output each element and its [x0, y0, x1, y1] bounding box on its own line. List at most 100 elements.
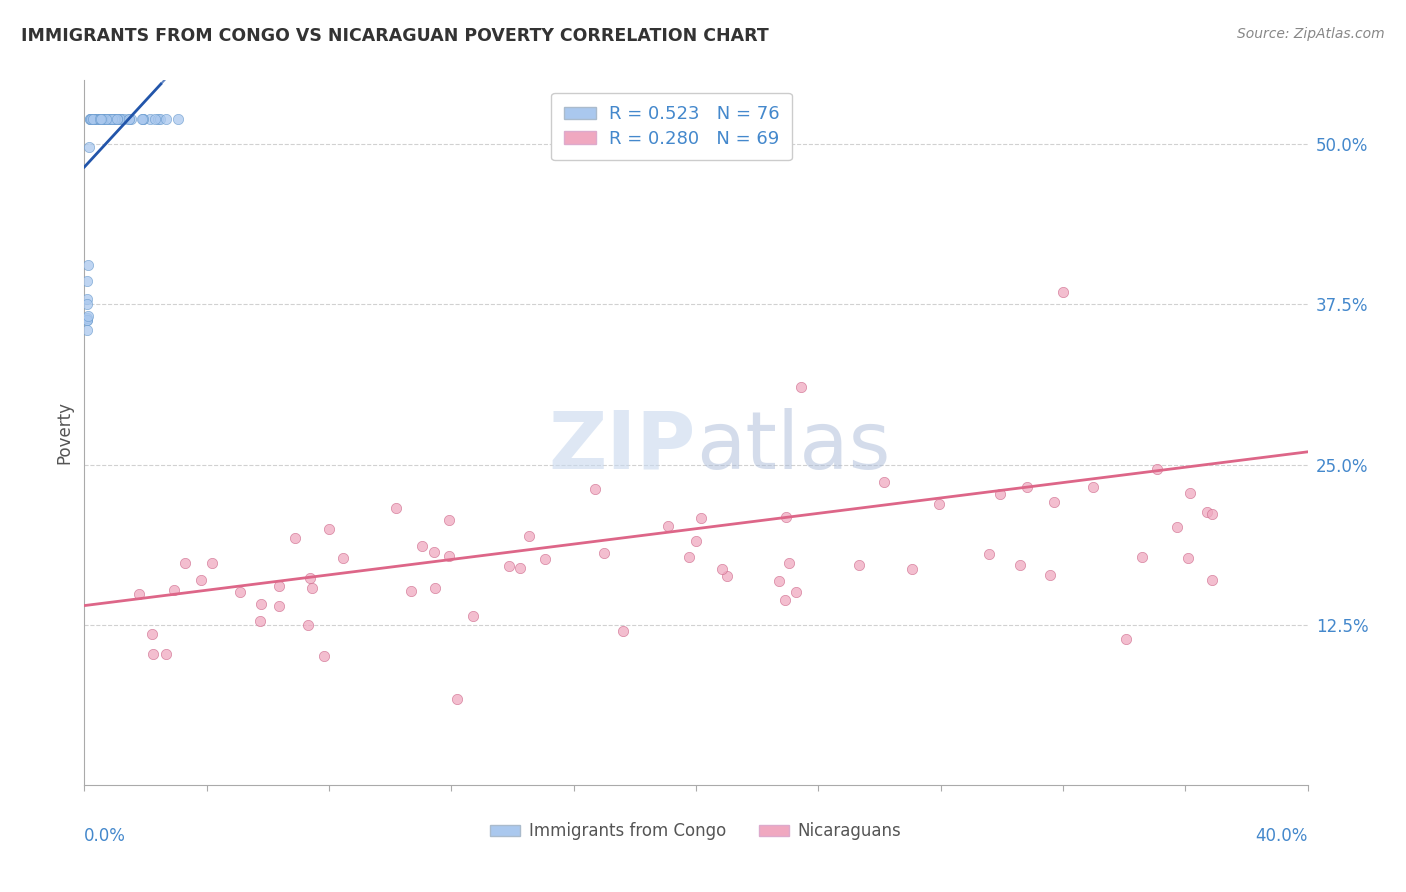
Point	[76, 309, 98, 323]
Point	[84, 112, 107, 126]
Point	[132, 112, 155, 126]
Point	[131, 112, 153, 126]
Point	[76, 313, 98, 327]
Point	[775, 593, 797, 607]
Point	[118, 112, 141, 126]
Point	[91, 112, 114, 126]
Point	[228, 585, 250, 599]
Point	[118, 112, 141, 126]
Point	[785, 585, 807, 599]
Point	[87, 112, 110, 126]
Point	[437, 513, 460, 527]
Point	[1177, 551, 1199, 566]
Text: Source: ZipAtlas.com: Source: ZipAtlas.com	[1237, 27, 1385, 41]
Point	[76, 258, 98, 272]
Point	[84, 112, 107, 126]
Point	[1146, 462, 1168, 476]
Point	[1008, 558, 1031, 572]
Text: atlas: atlas	[696, 408, 890, 486]
Point	[149, 112, 172, 126]
Point	[76, 323, 98, 337]
Point	[89, 112, 111, 126]
Point	[104, 112, 127, 126]
Point	[83, 112, 105, 126]
Point	[84, 112, 107, 126]
Point	[107, 112, 129, 126]
Point	[155, 112, 177, 126]
Point	[89, 112, 111, 126]
Point	[201, 556, 224, 570]
Text: 0.0%: 0.0%	[84, 827, 127, 846]
Point	[90, 112, 112, 126]
Point	[166, 112, 188, 126]
Point	[534, 552, 557, 566]
Point	[517, 529, 540, 543]
Point	[141, 626, 163, 640]
Point	[778, 556, 800, 570]
Point	[82, 112, 104, 126]
Point	[87, 112, 110, 126]
Point	[107, 112, 129, 126]
Point	[1115, 632, 1137, 647]
Point	[249, 615, 271, 629]
Point	[174, 556, 197, 570]
Point	[90, 112, 112, 126]
Point	[86, 112, 108, 126]
Point	[314, 648, 336, 663]
Point	[76, 274, 98, 288]
Point	[1166, 520, 1188, 534]
Point	[250, 598, 273, 612]
Point	[120, 112, 142, 126]
Point	[84, 112, 107, 126]
Point	[1015, 480, 1038, 494]
Point	[498, 558, 520, 573]
Point	[107, 112, 129, 126]
Point	[142, 647, 165, 661]
Point	[848, 558, 870, 573]
Point	[775, 509, 797, 524]
Point	[80, 112, 103, 126]
Point	[612, 624, 634, 638]
Point	[423, 582, 446, 596]
Point	[977, 547, 1000, 561]
Legend: Immigrants from Congo, Nicaraguans: Immigrants from Congo, Nicaraguans	[484, 816, 908, 847]
Point	[76, 311, 98, 326]
Point	[332, 551, 354, 566]
Point	[422, 545, 444, 559]
Point	[128, 587, 150, 601]
Point	[79, 112, 101, 126]
Point	[91, 112, 114, 126]
Point	[399, 584, 422, 599]
Point	[98, 112, 121, 126]
Point	[132, 112, 155, 126]
Point	[298, 571, 321, 585]
Point	[297, 618, 319, 632]
Point	[87, 112, 110, 126]
Point	[446, 691, 468, 706]
Point	[1081, 480, 1104, 494]
Point	[93, 112, 115, 126]
Point	[82, 112, 104, 126]
Point	[101, 112, 124, 126]
Point	[89, 112, 111, 126]
Point	[1201, 507, 1223, 521]
Point	[86, 112, 108, 126]
Point	[79, 112, 101, 126]
Point	[89, 112, 111, 126]
Point	[1201, 574, 1223, 588]
Point	[509, 561, 531, 575]
Point	[87, 112, 110, 126]
Text: IMMIGRANTS FROM CONGO VS NICARAGUAN POVERTY CORRELATION CHART: IMMIGRANTS FROM CONGO VS NICARAGUAN POVE…	[21, 27, 769, 45]
Point	[112, 112, 135, 126]
Point	[110, 112, 132, 126]
Point	[1195, 505, 1218, 519]
Point	[928, 497, 950, 511]
Point	[96, 112, 118, 126]
Point	[104, 112, 127, 126]
Point	[76, 293, 98, 307]
Point	[385, 500, 408, 515]
Point	[716, 569, 738, 583]
Point	[146, 112, 169, 126]
Point	[1178, 486, 1201, 500]
Point	[91, 112, 114, 126]
